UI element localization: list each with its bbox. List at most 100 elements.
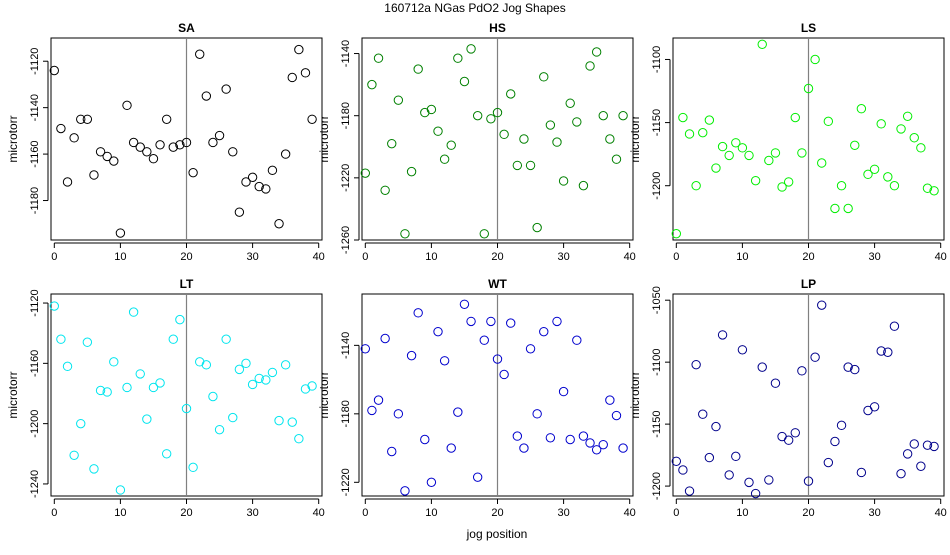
data-point bbox=[195, 49, 205, 59]
y-tick-label: -1140 bbox=[340, 40, 352, 67]
data-point bbox=[56, 334, 66, 344]
data-point bbox=[591, 47, 602, 57]
data-point bbox=[565, 98, 575, 108]
data-point bbox=[367, 405, 377, 416]
data-point bbox=[869, 164, 880, 175]
data-point bbox=[797, 148, 807, 158]
data-point bbox=[618, 443, 628, 453]
y-tick-label: -1200 bbox=[651, 472, 663, 500]
data-point bbox=[109, 156, 119, 166]
data-point bbox=[863, 169, 873, 180]
data-point bbox=[393, 409, 404, 419]
data-point bbox=[499, 369, 509, 380]
data-point bbox=[545, 120, 556, 130]
y-tick-label: -1120 bbox=[29, 289, 41, 316]
data-point bbox=[254, 181, 264, 192]
y-axis-label: microtorr bbox=[6, 371, 20, 418]
x-axis-label: jog position bbox=[466, 527, 528, 541]
data-point bbox=[115, 228, 126, 238]
data-point bbox=[115, 485, 126, 495]
data-point bbox=[168, 334, 178, 344]
data-point bbox=[62, 177, 73, 187]
data-point bbox=[896, 124, 906, 134]
data-point bbox=[380, 185, 390, 195]
data-point bbox=[558, 386, 569, 397]
data-point bbox=[850, 364, 860, 375]
data-point bbox=[764, 155, 774, 166]
x-tick-label: 20 bbox=[180, 251, 192, 263]
data-point bbox=[420, 107, 430, 118]
data-point bbox=[525, 160, 536, 171]
data-point bbox=[307, 114, 317, 124]
y-tick-label: -1220 bbox=[340, 164, 352, 192]
x-tick-label: 40 bbox=[313, 507, 325, 519]
data-point bbox=[572, 117, 582, 127]
x-tick-label: 40 bbox=[935, 507, 947, 519]
data-point bbox=[532, 222, 542, 233]
data-point bbox=[717, 330, 728, 340]
data-point bbox=[420, 434, 430, 445]
data-point bbox=[698, 409, 708, 419]
data-point bbox=[731, 138, 741, 148]
panel-hs: HS 0 10 20 30 40 -1140 -1180 -1220 -1260 microtorr bbox=[317, 21, 636, 263]
data-point bbox=[122, 382, 132, 393]
data-point bbox=[181, 137, 192, 148]
data-point bbox=[757, 39, 767, 50]
y-axis-label: microtorr bbox=[6, 115, 20, 162]
data-point bbox=[922, 183, 933, 193]
data-point bbox=[400, 229, 410, 239]
data-point bbox=[492, 107, 503, 118]
y-tick-label: -1150 bbox=[651, 109, 663, 136]
data-point bbox=[373, 395, 384, 405]
data-point bbox=[896, 468, 906, 479]
data-point bbox=[750, 175, 761, 186]
data-point bbox=[479, 229, 489, 239]
data-point bbox=[254, 373, 264, 384]
data-point bbox=[883, 172, 893, 182]
y-axis-label: microtorr bbox=[628, 371, 642, 418]
data-point bbox=[380, 333, 390, 344]
y-tick-label: -1180 bbox=[29, 187, 41, 214]
y-tick-label: -1200 bbox=[29, 410, 41, 438]
data-point bbox=[810, 352, 820, 362]
data-point bbox=[413, 64, 423, 74]
data-point bbox=[902, 111, 913, 121]
y-tick-label: -1100 bbox=[651, 348, 663, 375]
x-tick-label: 40 bbox=[624, 507, 636, 519]
y-tick-label: -1260 bbox=[340, 226, 352, 254]
data-point bbox=[175, 140, 185, 150]
panel-lt: LT 0 10 20 30 40 -1120 -1160 -1200 -1240 microtorr bbox=[6, 277, 325, 519]
data-point bbox=[711, 163, 721, 173]
data-point bbox=[777, 182, 787, 192]
data-point bbox=[691, 181, 701, 191]
data-point bbox=[783, 177, 794, 187]
data-point bbox=[56, 123, 66, 134]
x-tick-label: 0 bbox=[362, 251, 368, 263]
x-tick-label: 0 bbox=[673, 251, 679, 263]
figure-title: 160712a NGas PdO2 Jog Shapes bbox=[384, 1, 565, 15]
data-point bbox=[499, 129, 509, 140]
panel-title: LP bbox=[801, 277, 816, 291]
y-tick-label: -1240 bbox=[29, 470, 41, 498]
data-point bbox=[426, 104, 437, 115]
x-tick-label: 20 bbox=[802, 507, 814, 519]
data-point bbox=[267, 165, 278, 176]
data-point bbox=[142, 147, 152, 157]
data-point bbox=[95, 147, 106, 157]
data-point bbox=[267, 367, 278, 378]
data-point bbox=[585, 61, 595, 71]
data-point bbox=[387, 138, 397, 149]
y-tick-label: -1220 bbox=[340, 468, 352, 496]
data-point bbox=[512, 431, 523, 441]
data-point bbox=[929, 186, 939, 196]
data-point bbox=[737, 345, 748, 355]
data-point bbox=[406, 166, 417, 177]
data-point bbox=[830, 436, 840, 447]
x-tick-label: 20 bbox=[491, 507, 503, 519]
data-point bbox=[578, 431, 589, 441]
data-point bbox=[234, 207, 245, 217]
data-point bbox=[790, 428, 800, 438]
data-point bbox=[208, 391, 218, 402]
data-point bbox=[294, 44, 304, 55]
data-point bbox=[486, 316, 496, 327]
